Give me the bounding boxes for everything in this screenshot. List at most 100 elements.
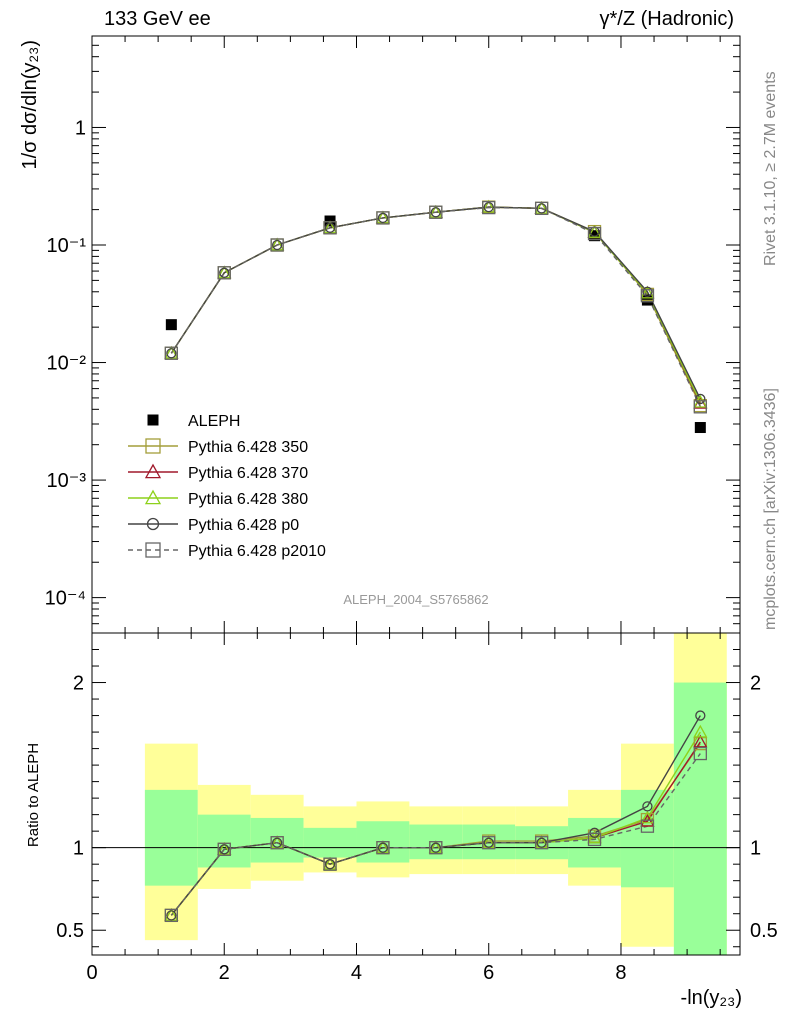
x-axis-label: -ln(y₂₃) (681, 987, 742, 1009)
main-line-pythia-6-428-350 (170, 206, 701, 406)
x-tick-label: 2 (219, 962, 230, 984)
ratio-line-pythia-6-428-p2010 (170, 753, 701, 916)
legend-label-pythia-6-428-380: Pythia 6.428 380 (188, 491, 308, 508)
main-y-tick-label: 10⁻¹ (47, 235, 87, 257)
main-point-pythia-6-428-p2010 (164, 346, 178, 360)
band-inner-9 (620, 789, 674, 888)
ratio-point-pythia-6-428-p2010 (376, 841, 390, 855)
ratio-point-pythia-6-428-p0 (430, 842, 441, 853)
main-point-pythia-6-428-p0 (642, 286, 653, 297)
main-point-pythia-6-428-p0 (271, 239, 283, 251)
ratio-point-pythia-6-428-p0 (166, 910, 177, 921)
ratio-point-pythia-6-428-p2010 (587, 832, 602, 847)
ratio-point-pythia-6-428-p0 (324, 859, 336, 870)
ratio-point-pythia-6-428-380 (640, 810, 655, 824)
ratio-point-pythia-6-428-p0 (536, 837, 547, 848)
ratio-point-pythia-6-428-350 (693, 736, 707, 751)
main-point-pythia-6-428-p2010 (534, 201, 549, 216)
legend-label-aleph: ALEPH (188, 413, 240, 430)
analysis-id: ALEPH_2004_S5765862 (343, 592, 488, 607)
ratio-series-lines (92, 715, 740, 916)
legend-marker-pythia-6-428-380 (144, 489, 162, 505)
legend-marker-pythia-6-428-350 (145, 438, 161, 454)
legend-marker-pythia-6-428-p2010 (145, 542, 161, 558)
ratio-point-pythia-6-428-p0 (219, 844, 230, 855)
main-point-pythia-6-428-p0 (324, 222, 336, 233)
legend-label-pythia-6-428-p2010: Pythia 6.428 p2010 (188, 543, 326, 560)
main-point-pythia-6-428-p2010 (270, 238, 284, 252)
energy-label: 133 GeV ee (104, 8, 211, 30)
main-point-aleph (165, 319, 177, 331)
ratio-point-pythia-6-428-p0 (377, 842, 389, 853)
ratio-point-pythia-6-428-370 (693, 734, 708, 748)
main-line-pythia-6-428-p2010 (170, 206, 701, 408)
legend-label-pythia-6-428-370: Pythia 6.428 370 (188, 465, 308, 482)
ratio-point-pythia-6-428-p0 (483, 837, 494, 848)
ratio-ylabel: Ratio to ALEPH (25, 743, 42, 847)
ratio-point-pythia-6-428-380 (587, 830, 602, 844)
axes: 0 2 4 6 8 10⁻⁴ 10⁻³ 10⁻² 10⁻¹ 1 0.5 0.5 1 1 2 2 (45, 35, 778, 984)
ratio-point-pythia-6-428-p2010 (217, 842, 231, 856)
ratio-point-pythia-6-428-p2010 (164, 908, 178, 923)
main-point-pythia-6-428-p0 (536, 203, 547, 214)
main-line-pythia-6-428-380 (170, 206, 701, 403)
main-point-pythia-6-428-p2010 (482, 200, 496, 215)
main-y-tick-label: 10⁻² (47, 353, 87, 375)
legend-label-pythia-6-428-350: Pythia 6.428 350 (188, 439, 308, 456)
main-point-pythia-6-428-p0 (219, 267, 230, 278)
x-tick-label: 8 (615, 962, 626, 984)
legend-marker-aleph (147, 414, 159, 426)
main-point-pythia-6-428-380 (640, 285, 655, 299)
legend-marker-pythia-6-428-p0 (146, 517, 160, 531)
ratio-point-pythia-6-428-p0 (695, 710, 706, 721)
main-point-pythia-6-428-380 (587, 225, 602, 238)
ratio-y-tick-label-right: 1 (750, 838, 761, 860)
ratio-y-tick-label-right: 0.5 (750, 920, 778, 942)
main-point-pythia-6-428-p2010 (587, 226, 602, 241)
mcplots-label: mcplots.cern.ch [arXiv:1306.3436] (762, 388, 779, 630)
ratio-frame (91, 632, 741, 956)
main-point-pythia-6-428-p2010 (217, 266, 231, 280)
main-y-tick-label: 1 (75, 117, 86, 139)
main-series-markers (164, 199, 708, 434)
main-point-pythia-6-428-p2010 (429, 205, 443, 219)
main-point-pythia-6-428-p0 (483, 201, 494, 213)
main-point-pythia-6-428-p0 (166, 348, 177, 359)
legend-label-pythia-6-428-p0: Pythia 6.428 p0 (188, 517, 299, 534)
main-point-pythia-6-428-380 (693, 394, 708, 408)
ratio-series-markers (164, 710, 708, 923)
ratio-point-pythia-6-428-p0 (642, 801, 653, 812)
ratio-uncertainty-bands (144, 633, 727, 955)
main-point-pythia-6-428-p0 (695, 393, 706, 405)
main-point-pythia-6-428-p2010 (693, 400, 707, 414)
main-series-lines (170, 206, 701, 408)
main-point-pythia-6-428-p2010 (640, 289, 655, 303)
band-inner-0 (144, 789, 198, 886)
ratio-y-tick-label: 1 (73, 838, 84, 860)
rivet-version-label: Rivet 3.1.10, ≥ 2.7M events (762, 71, 779, 266)
main-ylabel: 1/σ dσ/dln(y₂₃) (19, 40, 41, 170)
ratio-y-tick-label: 0.5 (56, 920, 84, 942)
ratio-point-pythia-6-428-380 (693, 724, 708, 738)
process-label: γ*/Z (Hadronic) (599, 8, 734, 30)
x-tick-label: 6 (483, 962, 494, 984)
legend-marker-pythia-6-428-370 (144, 463, 162, 479)
ratio-point-pythia-6-428-p2010 (323, 857, 337, 871)
band-inner-2 (250, 817, 304, 863)
main-point-pythia-6-428-p2010 (376, 211, 390, 225)
legend: ALEPH Pythia 6.428 350 Pythia 6.428 370 Pyt… (128, 413, 326, 560)
main-point-pythia-6-428-p0 (377, 212, 389, 224)
ratio-point-pythia-6-428-p2010 (640, 819, 655, 833)
ratio-point-pythia-6-428-p2010 (534, 836, 549, 850)
main-line-pythia-6-428-370 (170, 206, 701, 404)
main-point-pythia-6-428-p0 (430, 207, 441, 218)
ratio-point-pythia-6-428-p2010 (429, 841, 443, 855)
main-y-tick-label: 10⁻³ (47, 470, 87, 492)
ratio-point-pythia-6-428-p0 (271, 837, 283, 848)
band-inner-6 (462, 824, 516, 860)
band-inner-3 (303, 827, 357, 858)
band-inner-10 (673, 682, 727, 955)
main-y-tick-label: 10⁻⁴ (45, 588, 86, 610)
x-tick-label: 0 (86, 962, 97, 984)
